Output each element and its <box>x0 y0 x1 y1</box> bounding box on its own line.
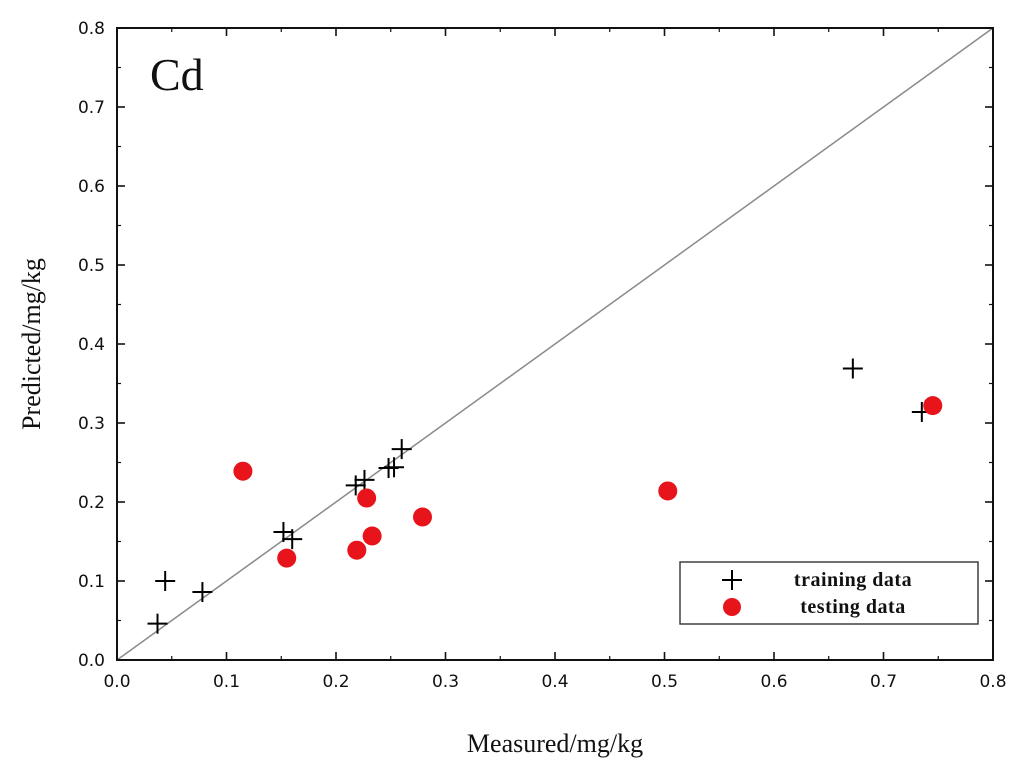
y-tick-label: 0.1 <box>78 572 105 592</box>
y-tick-label: 0.7 <box>78 98 105 118</box>
legend-label: training data <box>794 569 912 591</box>
testing-point <box>357 488 377 508</box>
x-tick-label: 0.7 <box>870 672 897 692</box>
x-tick-label: 0.0 <box>103 672 130 692</box>
training-point <box>345 475 366 496</box>
axes <box>116 27 994 661</box>
testing-point <box>923 396 943 416</box>
testing-point <box>362 526 382 546</box>
y-tick-label: 0.5 <box>78 256 105 276</box>
testing-point <box>413 507 433 527</box>
y-tick-label: 0.0 <box>78 651 105 671</box>
one-to-one-line <box>116 27 994 661</box>
training-point <box>192 582 213 603</box>
plot-area <box>116 27 994 661</box>
legend-circle-marker <box>723 598 741 616</box>
legend: training data testing data <box>679 561 979 625</box>
training-point <box>842 358 863 379</box>
legend-plus-marker <box>722 570 742 590</box>
training-point <box>155 571 176 591</box>
x-axis-title: Measured/mg/kg <box>467 729 643 758</box>
legend-label: testing data <box>800 596 905 618</box>
x-tick-label: 0.2 <box>322 672 349 692</box>
x-tick-label: 0.4 <box>541 672 568 692</box>
x-tick-label: 0.6 <box>760 672 787 692</box>
training-point <box>384 457 405 478</box>
x-tick-label: 0.8 <box>979 672 1006 692</box>
y-tick-label: 0.6 <box>78 177 105 197</box>
y-tick-label: 0.4 <box>78 335 105 355</box>
training-point <box>391 439 412 460</box>
x-tick-label: 0.1 <box>213 672 240 692</box>
training-point <box>282 529 303 550</box>
y-tick-label: 0.8 <box>78 19 105 39</box>
training-point <box>147 613 168 634</box>
y-axis-title: Predicted/mg/kg <box>17 258 46 430</box>
testing-point <box>277 548 297 568</box>
training-point <box>354 469 375 490</box>
testing-point <box>233 461 253 481</box>
y-tick-label: 0.3 <box>78 414 105 434</box>
data-marks <box>147 358 943 634</box>
x-tick-label: 0.3 <box>432 672 459 692</box>
testing-point <box>658 481 678 501</box>
y-tick-label: 0.2 <box>78 493 105 513</box>
panel-label: Cd <box>150 49 204 100</box>
x-tick-label: 0.5 <box>651 672 678 692</box>
chart-text: 0.0 0.1 0.2 0.3 0.4 0.5 0.6 0.7 0.8 0.0 0.1 0.2 0.3 0… <box>17 19 1007 758</box>
testing-point <box>347 540 367 560</box>
